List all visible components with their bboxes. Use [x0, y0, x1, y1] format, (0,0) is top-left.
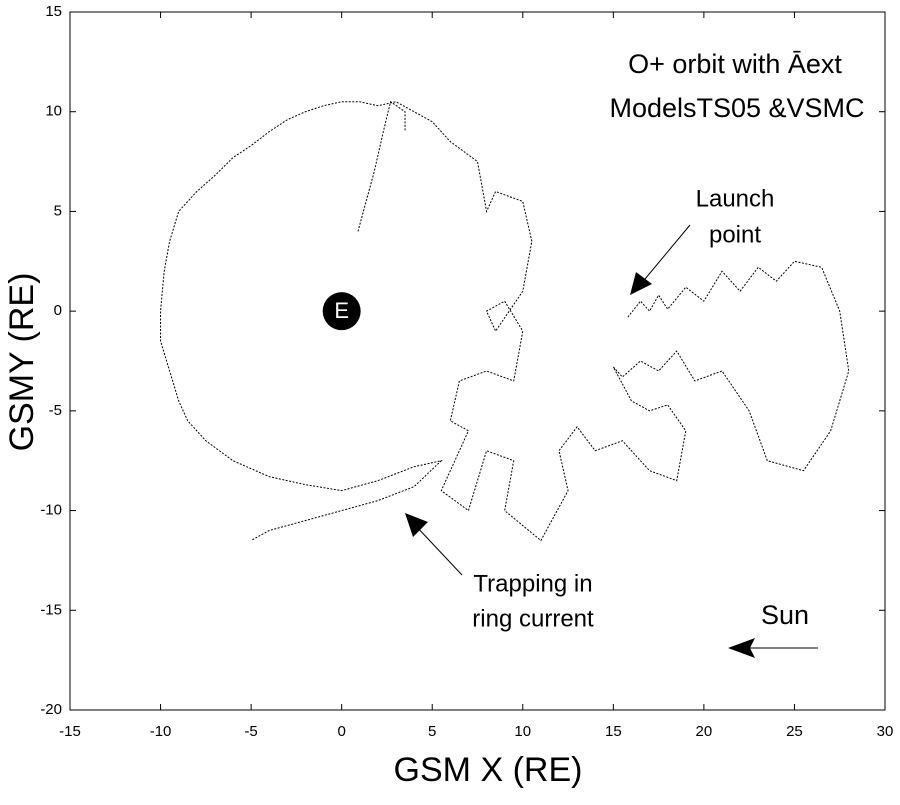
- x-tick-label: -5: [244, 723, 257, 740]
- x-tick-label: 10: [514, 723, 531, 740]
- annotation-arrow: [639, 224, 691, 286]
- y-tick-label: -5: [49, 402, 62, 419]
- plot-frame: [69, 11, 886, 711]
- x-tick-label: 25: [786, 723, 803, 740]
- x-axis-label: GSM X (RE): [394, 751, 583, 789]
- y-tick-label: 15: [45, 3, 62, 20]
- arrow-head: [630, 272, 652, 295]
- x-tick-label: 0: [337, 723, 345, 740]
- y-tick-label: -15: [40, 601, 62, 618]
- orbit-line: [160, 101, 850, 542]
- annotation: point: [709, 221, 761, 248]
- x-tick-label: 5: [428, 723, 436, 740]
- annotation: Launch: [696, 185, 775, 212]
- orbit-line: [357, 100, 406, 232]
- x-tick-label: -15: [59, 723, 81, 740]
- y-axis-label: GSMY (RE): [3, 273, 41, 452]
- annotation: Trapping in: [473, 570, 592, 597]
- annotation-arrow: [414, 524, 463, 576]
- arrow-head: [728, 638, 755, 658]
- chart-subtitle: ModelsTS05 &VSMC: [609, 93, 864, 123]
- x-tick-label: 30: [877, 723, 894, 740]
- arrow-head: [405, 513, 428, 537]
- x-tick-label: 20: [696, 723, 713, 740]
- annotation: Sun: [761, 600, 809, 630]
- x-tick-label: 15: [605, 723, 622, 740]
- chart-title: O+ orbit with Āext: [628, 49, 842, 79]
- x-tick-label: -10: [150, 723, 172, 740]
- y-tick-label: 5: [54, 202, 62, 219]
- earth: [322, 292, 361, 331]
- y-tick-label: 0: [54, 302, 62, 319]
- y-tick-label: 10: [45, 103, 62, 120]
- annotation: ring current: [472, 605, 594, 632]
- y-tick-label: -20: [40, 701, 62, 718]
- earth-label: E: [334, 298, 349, 323]
- y-tick-label: -10: [40, 502, 62, 519]
